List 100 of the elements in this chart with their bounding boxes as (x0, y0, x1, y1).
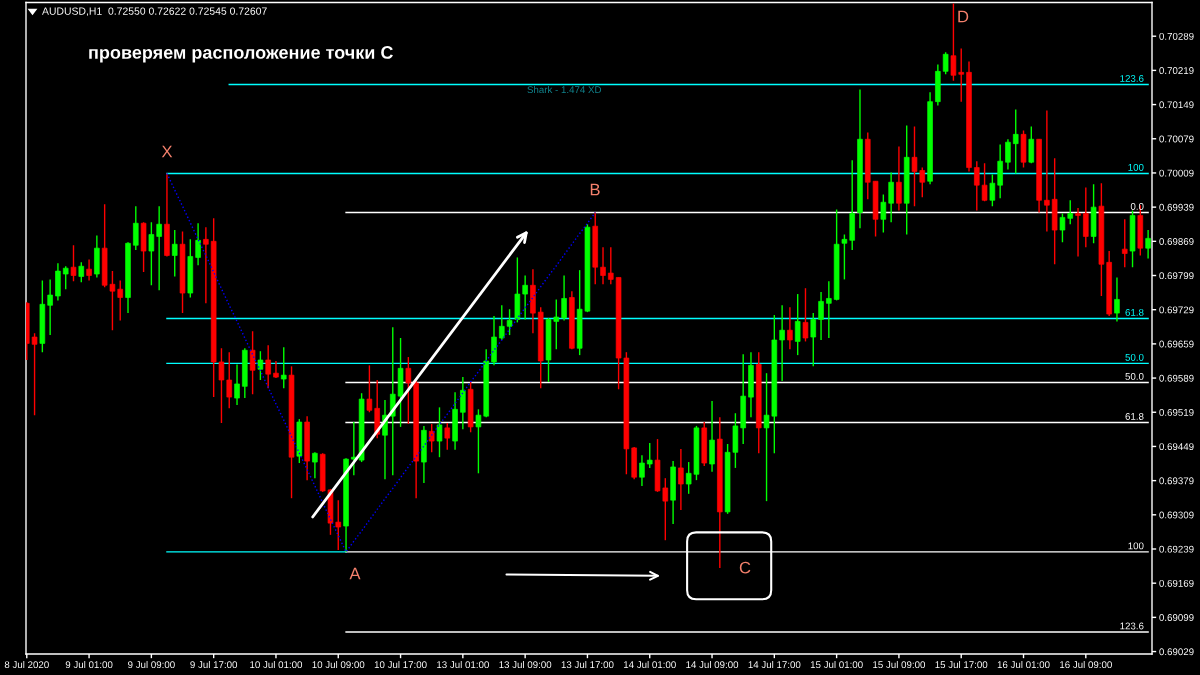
annotation: B (590, 183, 600, 196)
y-tick-label: 0.70079 (1159, 135, 1194, 143)
annotation: 50.0 (1125, 372, 1144, 380)
candlestick (522, 274, 528, 321)
candlestick (1005, 138, 1011, 171)
y-tick-label: 0.69309 (1159, 511, 1194, 519)
x-tick-label: 15 Jul 09:00 (873, 660, 926, 669)
candlestick (475, 408, 482, 474)
candlestick (997, 143, 1003, 200)
y-tick-label: 0.69169 (1159, 579, 1194, 587)
annotation: 100 (1128, 163, 1144, 171)
candlestick (958, 47, 964, 103)
annotation: Shark - 1.474 XD (527, 85, 602, 94)
x-tick-label: 15 Jul 01:00 (810, 660, 863, 669)
annotation: 123.6 (1120, 75, 1144, 82)
y-tick-label: 0.70009 (1159, 169, 1194, 177)
candlestick (1012, 108, 1019, 175)
candlestick (203, 226, 209, 305)
candlestick (888, 171, 894, 223)
y-tick-label: 0.69449 (1159, 443, 1194, 451)
x-tick-label: 10 Jul 09:00 (312, 660, 365, 669)
annotation: D (958, 10, 969, 23)
annotation: C (739, 561, 751, 574)
y-tick-label: 0.69029 (1159, 648, 1194, 656)
annotation: 100 (1128, 542, 1144, 550)
x-tick-label: 16 Jul 09:00 (1060, 660, 1112, 669)
candlestick (802, 287, 809, 343)
y-tick-label: 0.69939 (1159, 203, 1194, 211)
candlestick (880, 193, 887, 234)
candlestick (974, 160, 980, 212)
x-tick-label: 13 Jul 17:00 (561, 660, 614, 669)
annotation: 123.6 (1120, 622, 1144, 630)
candlestick (896, 145, 902, 212)
candlestick (646, 442, 653, 469)
y-tick-label: 0.69519 (1159, 408, 1194, 416)
x-tick-label: 9 Jul 17:00 (190, 660, 238, 669)
candlestick (171, 229, 178, 278)
candlestick (561, 274, 567, 322)
x-tick-label: 14 Jul 01:00 (624, 660, 676, 669)
annotation: X (161, 145, 173, 158)
candlestick (70, 244, 77, 283)
candlestick (950, 2, 957, 82)
candlestick (86, 258, 92, 282)
chart-title: AUDUSD,H1 0.72550 0.72622 0.72545 0.72607 (42, 7, 267, 17)
x-tick-label: 10 Jul 01:00 (250, 660, 303, 669)
candlestick (273, 360, 279, 379)
y-tick-label: 0.69239 (1159, 545, 1194, 553)
y-tick-label: 0.69729 (1159, 306, 1194, 314)
candlestick (709, 400, 715, 473)
candlestick (779, 304, 785, 382)
y-tick-label: 0.69869 (1159, 238, 1194, 245)
y-tick-label: 0.69379 (1159, 477, 1194, 485)
candlestick (506, 308, 513, 336)
x-tick-label: 16 Jul 01:00 (997, 660, 1050, 669)
candlestick (818, 291, 824, 341)
y-tick-label: 0.69659 (1159, 340, 1194, 348)
text: проверяем расположение точки С (89, 46, 393, 63)
x-tick-label: 15 Jul 17:00 (935, 660, 988, 669)
x-tick-label: 8 Jul 2020 (4, 660, 49, 669)
candlestick (981, 162, 988, 202)
x-tick-label: 14 Jul 09:00 (686, 660, 739, 669)
candlestick (1075, 207, 1081, 258)
candlestick (436, 406, 443, 458)
x-tick-label: 10 Jul 17:00 (374, 660, 427, 669)
candlestick (787, 306, 793, 350)
candlestick (156, 205, 162, 291)
candlestick (265, 344, 271, 390)
candlestick (428, 423, 435, 453)
candlestick (234, 363, 240, 406)
candlestick (257, 350, 264, 381)
candlestick (78, 261, 85, 284)
candlestick (1121, 218, 1128, 268)
y-tick-label: 0.70149 (1159, 101, 1194, 109)
annotation: 61.8 (1125, 308, 1144, 316)
candlestick (280, 346, 287, 390)
y-tick-label: 0.70289 (1159, 32, 1194, 40)
annotation: 61.8 (1125, 413, 1144, 420)
candlestick (460, 376, 466, 431)
x-tick-label: 13 Jul 01:00 (437, 660, 489, 669)
candlestick (366, 364, 373, 413)
candlestick (31, 332, 38, 416)
candlestick (826, 280, 832, 339)
annotation: 50.0 (1125, 353, 1144, 361)
candlestick (1028, 125, 1035, 164)
candlestick (841, 233, 848, 281)
candlestick (794, 293, 801, 356)
candlestick (678, 448, 684, 511)
candlestick (47, 278, 53, 336)
candlestick (608, 246, 614, 285)
x-tick-label: 14 Jul 17:00 (748, 660, 801, 669)
candlestick (195, 222, 201, 266)
candlestick (133, 205, 139, 251)
candlestick (942, 51, 949, 75)
y-tick-label: 0.69099 (1159, 614, 1194, 621)
candlestick (148, 221, 155, 286)
candlestick (499, 304, 505, 341)
candlestick (312, 451, 318, 479)
candlestick (405, 356, 412, 425)
candlestick (249, 330, 256, 395)
candlestick (639, 454, 645, 487)
